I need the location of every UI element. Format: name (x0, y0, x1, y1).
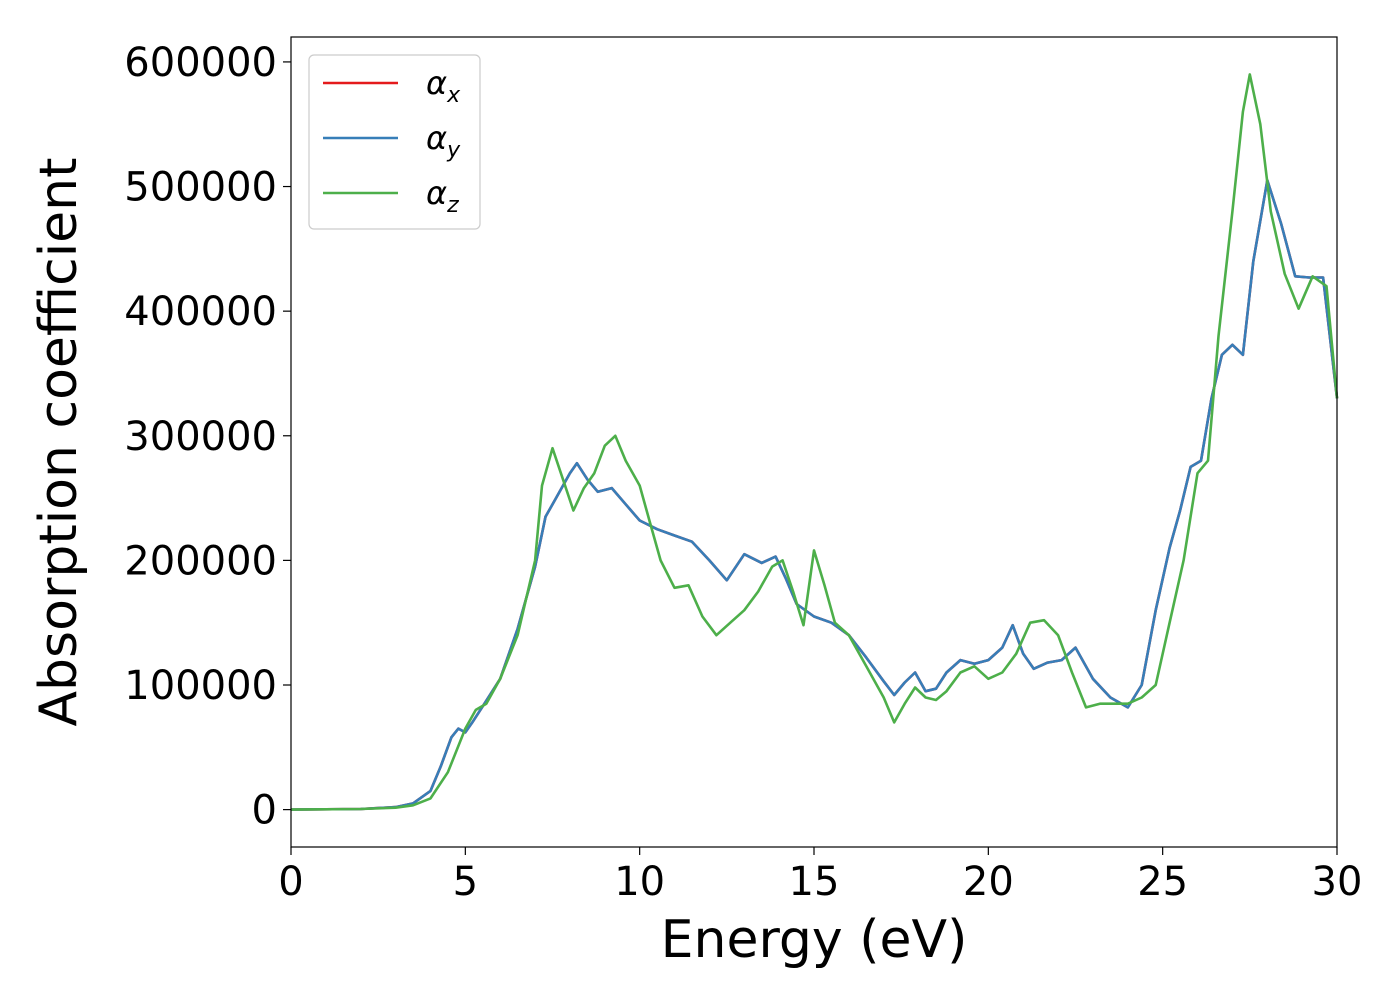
y-tick-label: 400000 (124, 289, 277, 335)
y-tick-label: 600000 (124, 40, 277, 86)
legend-box (308, 54, 481, 230)
y-tick-label: 200000 (124, 538, 277, 584)
legend-label: αz (426, 174, 459, 218)
legend-label: αx (426, 64, 461, 108)
x-tick-label: 15 (789, 859, 840, 905)
y-tick-label: 0 (252, 788, 277, 834)
x-tick-label: 0 (278, 859, 303, 905)
x-tick-label: 30 (1312, 859, 1363, 905)
y-axis-title: Absorption coefficient (29, 157, 89, 726)
x-tick-label: 20 (963, 859, 1014, 905)
legend-label: αy (426, 119, 461, 163)
series-line-0 (290, 179, 1339, 811)
y-tick-label: 300000 (124, 414, 277, 460)
y-axis-ticks: 0 100000 200000 300000 400000 500000 600000 (124, 40, 291, 834)
x-tick-label: 10 (614, 859, 665, 905)
y-tick-label: 100000 (124, 663, 277, 709)
x-axis-title: Energy (eV) (661, 910, 968, 970)
x-axis-ticks: 0 5 10 15 20 25 30 (278, 847, 1362, 905)
y-tick-label: 500000 (124, 165, 277, 211)
legend: αx αy αz (308, 54, 481, 230)
x-tick-label: 5 (453, 859, 478, 905)
x-tick-label: 25 (1137, 859, 1188, 905)
series-line-1 (290, 179, 1339, 811)
series-line-2 (290, 73, 1339, 811)
series-lines (290, 73, 1339, 811)
